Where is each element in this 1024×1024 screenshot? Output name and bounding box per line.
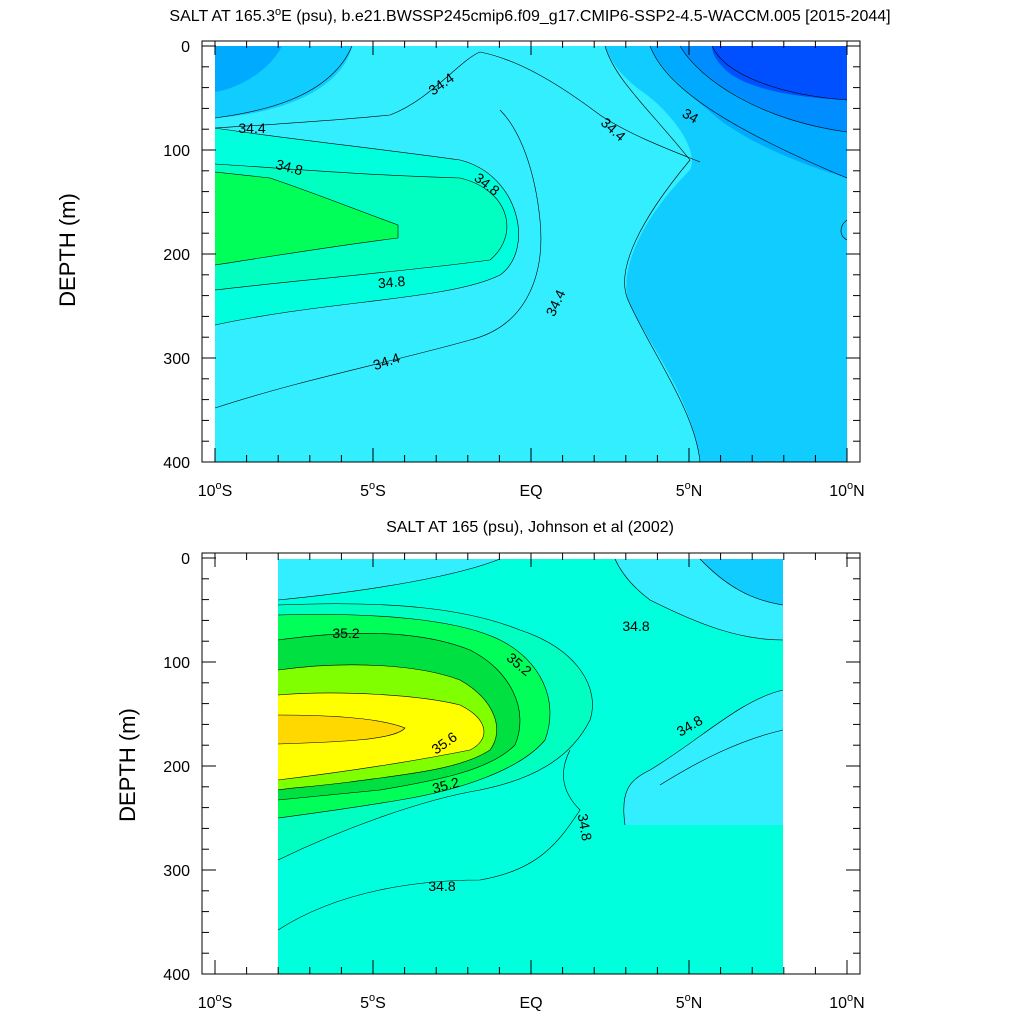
top-title: SALT AT 165.3oE (psu), b.e21.BWSSP245cmi… (169, 6, 890, 25)
x-tick-label: EQ (519, 483, 542, 500)
y-tick-label: 0 (181, 39, 190, 56)
y-tick-label: 400 (163, 967, 190, 984)
bottom-y-axis-label: DEPTH (m) (115, 708, 140, 822)
contour-label: 34.4 (238, 120, 265, 136)
y-tick-label: 100 (163, 655, 190, 672)
y-tick-label: 200 (163, 247, 190, 264)
x-tick-label: 10oS (198, 480, 233, 500)
contour-label: 34.8 (377, 273, 406, 291)
top-y-axis-label: DEPTH (m) (55, 193, 80, 307)
y-tick-label: 100 (163, 143, 190, 160)
x-tick-label: 5oS (360, 480, 386, 500)
top-axis-ticks: 0 100 200 300 400 10oS 5oS EQ 5oN 10oN (163, 39, 864, 500)
contour-label: 34 (680, 105, 702, 127)
x-tick-label: EQ (519, 995, 542, 1012)
bottom-panel: SALT AT 165 (psu), Johnson et al (2002) (115, 519, 865, 1012)
x-tick-label: 5oN (676, 992, 703, 1012)
x-tick-label: 10oS (198, 992, 233, 1012)
y-tick-label: 200 (163, 759, 190, 776)
contour-label: 35.2 (430, 774, 461, 797)
top-panel: SALT AT 165.3oE (psu), b.e21.BWSSP245cmi… (55, 6, 891, 500)
bottom-title: SALT AT 165 (psu), Johnson et al (2002) (386, 519, 674, 536)
x-tick-label: 10oN (829, 480, 864, 500)
x-tick-label: 5oN (676, 480, 703, 500)
x-tick-label: 10oN (829, 992, 864, 1012)
bottom-axis-ticks: 0 100 200 300 400 10oS 5oS EQ 5oN 10oN (163, 551, 864, 1012)
contour-label: 34.8 (622, 618, 649, 634)
contour-label: 34.8 (274, 156, 305, 179)
contour-label: 34.8 (575, 812, 596, 842)
top-contour-fill (214, 45, 848, 463)
contour-label: 34.8 (428, 878, 455, 894)
x-tick-label: 5oS (360, 992, 386, 1012)
y-tick-label: 0 (181, 551, 190, 568)
bottom-contour-fill (277, 558, 784, 974)
contour-label: 35.2 (332, 625, 359, 641)
y-tick-label: 300 (163, 351, 190, 368)
y-tick-label: 300 (163, 863, 190, 880)
y-tick-label: 400 (163, 455, 190, 472)
